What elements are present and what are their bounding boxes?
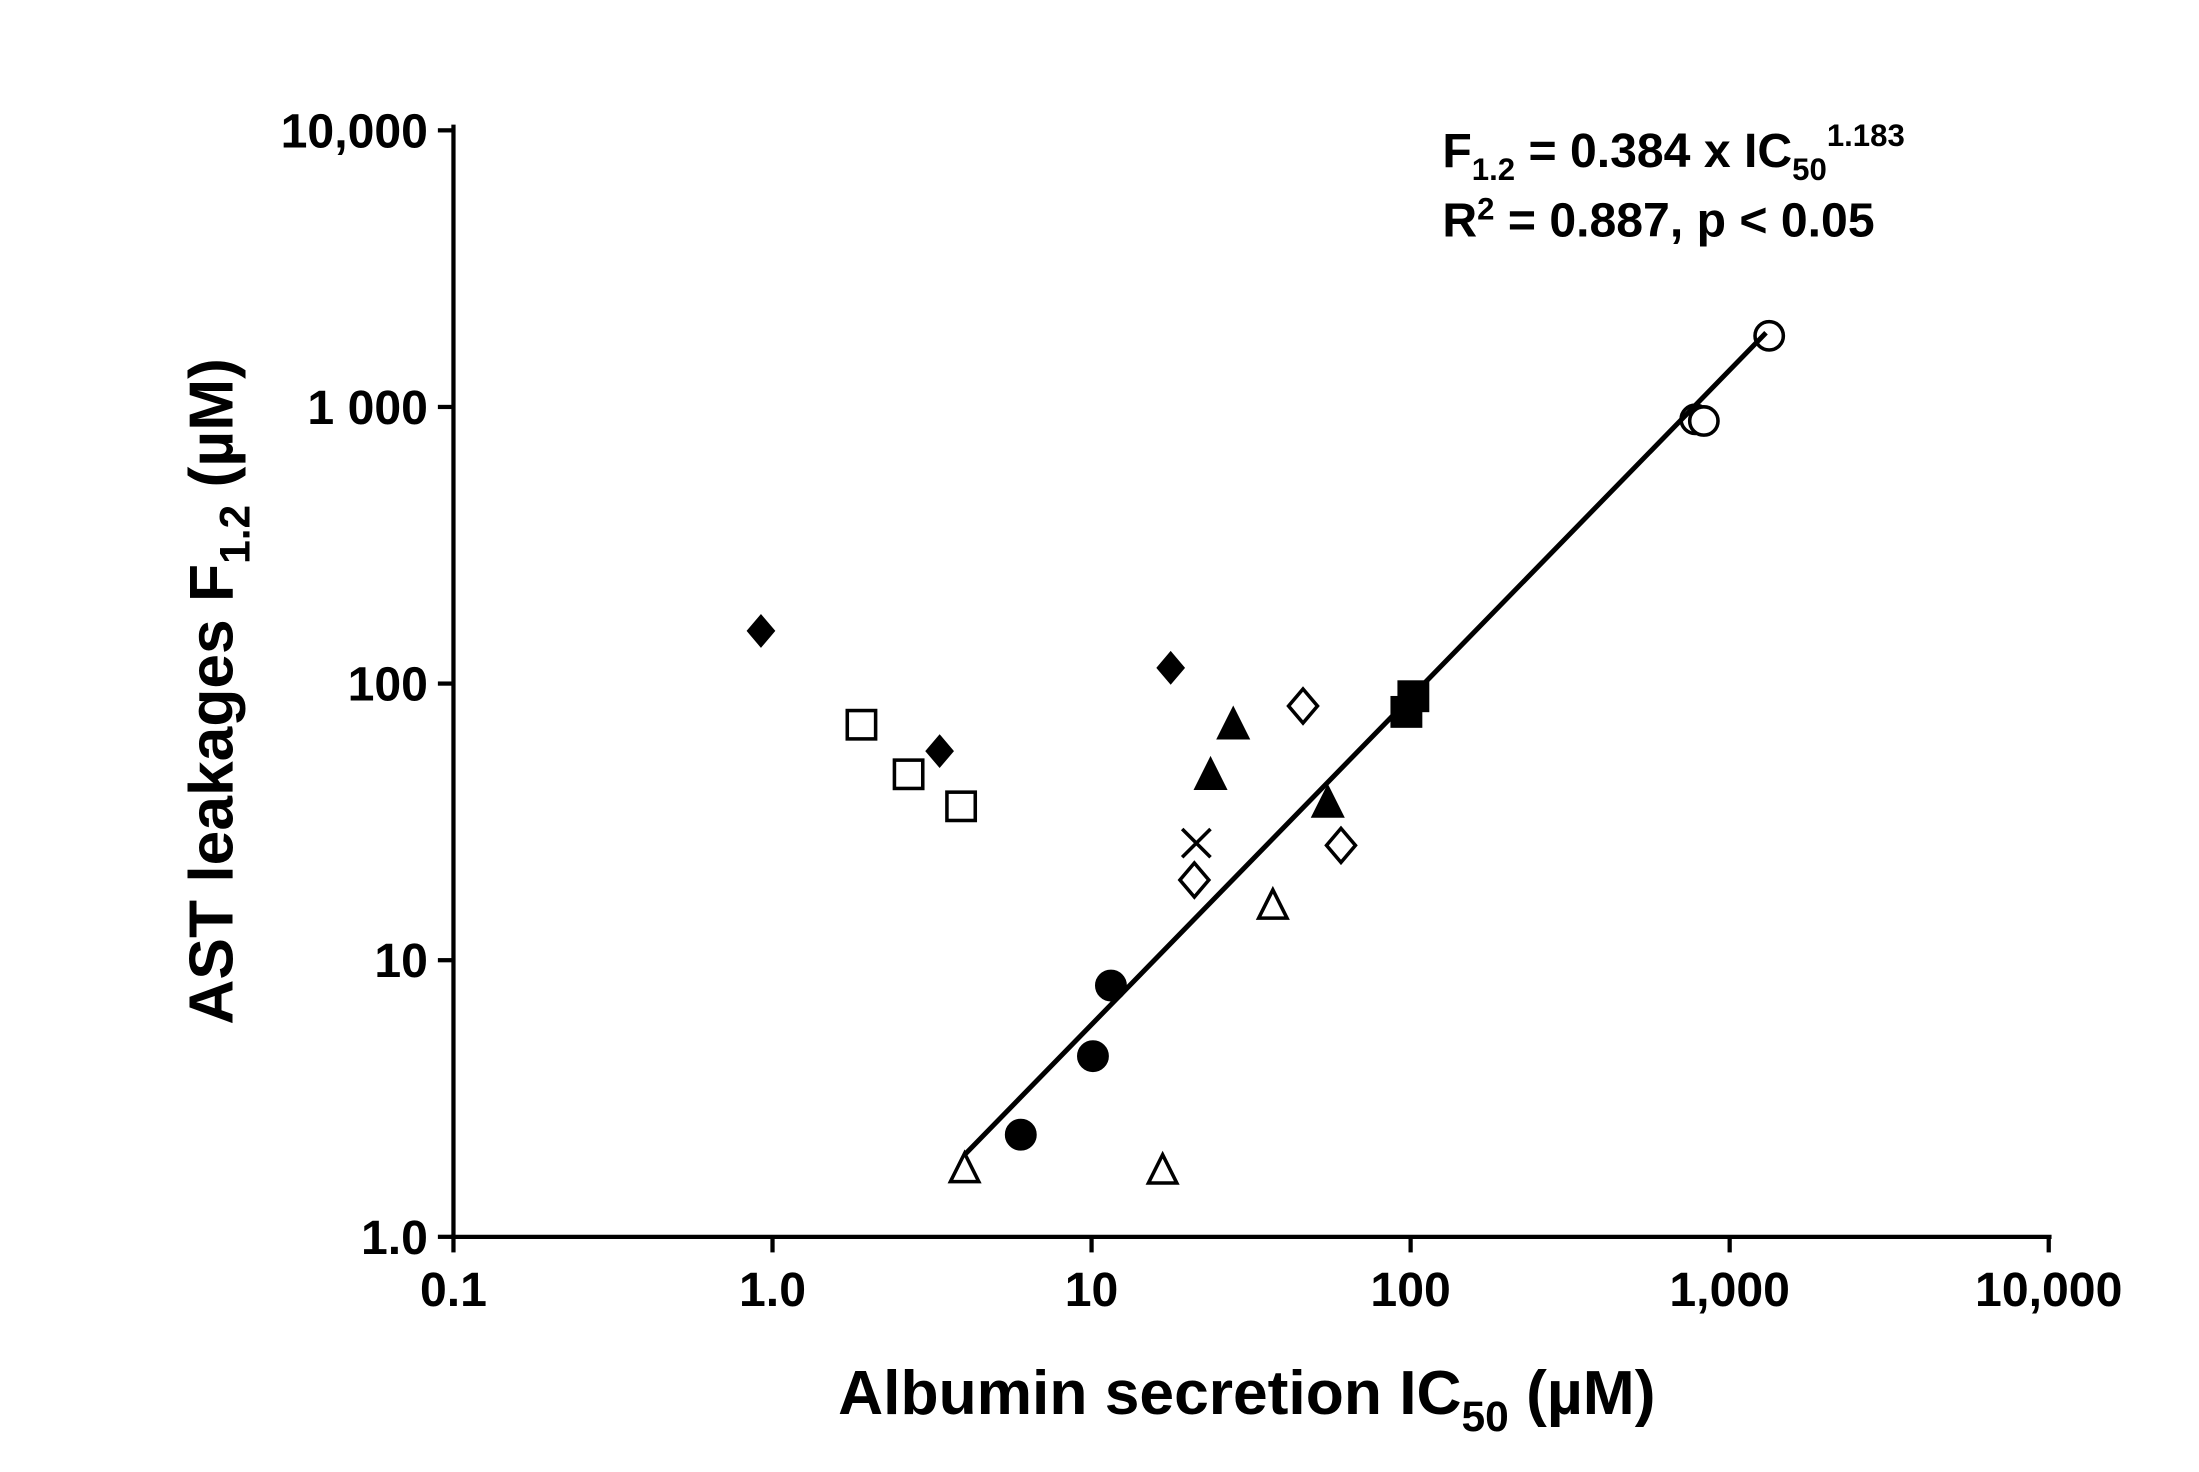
x-tick-label: 10,000 [1975,1263,2122,1317]
y-tick-label: 1.0 [361,1211,428,1265]
y-tick-label: 10 [374,934,428,988]
point-circle-filled [1004,1118,1037,1151]
point-diamond-filled [746,614,776,648]
point-circle-open [1753,319,1786,352]
equation-text: F1.2 = 0.384 x IC501.183 [1442,118,1904,187]
x-tick-label: 1.0 [739,1263,806,1317]
x-tick-label: 1,000 [1669,1263,1790,1317]
y-tick-label: 1 000 [307,381,428,435]
point-diamond-open [1324,825,1358,866]
x-tick-label: 0.1 [420,1263,487,1317]
point-circle-filled [1077,1040,1109,1073]
point-triangle-filled [1193,755,1228,790]
y-axis-label: AST leakages F1.2 (µM) [177,358,259,1025]
data-points [746,319,1786,1185]
point-triangle-open [1145,1150,1180,1185]
axes [450,124,2052,1239]
y-tick-label: 100 [348,658,428,712]
regression-line [962,331,1768,1157]
x-axis-label: Albumin secretion IC50 (µM) [838,1359,1655,1441]
point-circle-filled [1094,969,1127,1002]
point-diamond-open [1177,860,1212,900]
point-triangle-open [947,1149,982,1184]
point-cross [1180,827,1212,859]
point-square-open [892,758,925,791]
point-triangle-filled [1310,783,1345,818]
point-triangle-open [1255,885,1290,920]
point-circle-open [1687,405,1720,437]
point-triangle-filled [1216,705,1251,740]
x-tick-label: 10 [1065,1263,1119,1317]
x-tick-label: 100 [1370,1263,1450,1317]
point-diamond-filled [925,734,954,769]
r-squared-text: R2 = 0.887, p < 0.05 [1442,192,1874,248]
point-square-open [845,708,878,741]
y-tick-label: 10,000 [281,104,428,158]
point-diamond-filled [1156,650,1186,685]
point-diamond-open [1286,686,1320,726]
point-square-open [945,790,978,823]
